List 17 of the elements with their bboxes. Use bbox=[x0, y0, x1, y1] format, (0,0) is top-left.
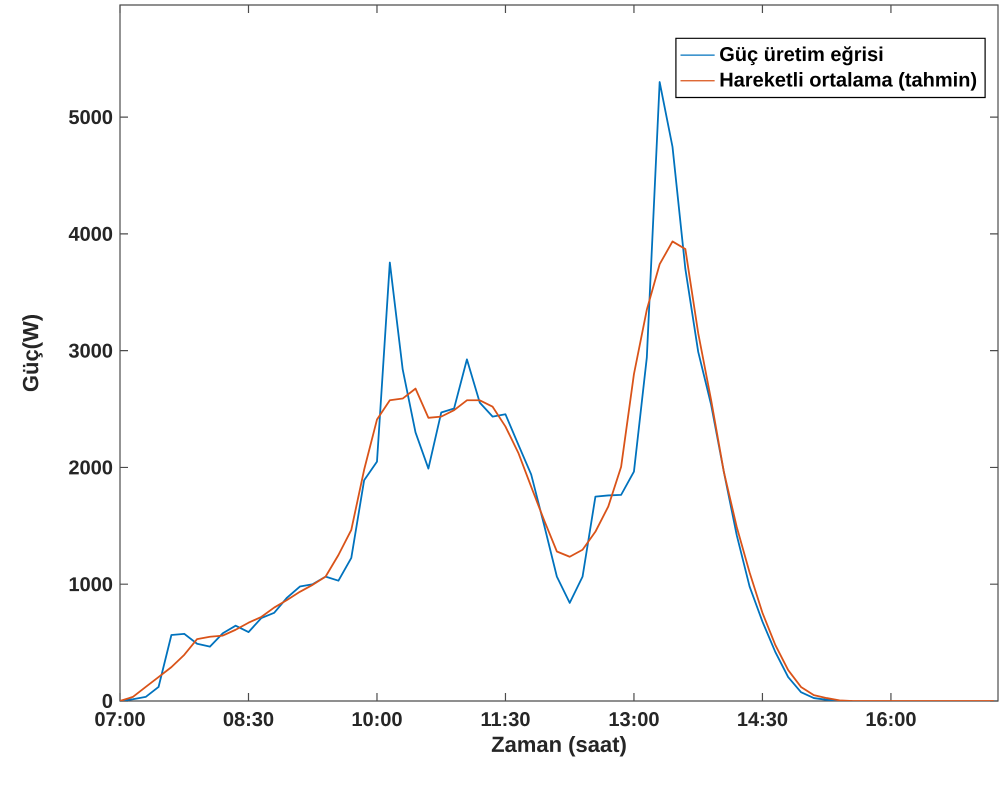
y-tick-label: 2000 bbox=[69, 460, 112, 475]
x-tick-label: 08:30 bbox=[224, 712, 274, 726]
x-tick-label: 07:00 bbox=[95, 712, 145, 726]
y-tick-label: 3000 bbox=[68, 344, 112, 358]
legend-label: Güç üretim eğrisi bbox=[720, 46, 882, 66]
x-tick-label: 13:00 bbox=[610, 712, 659, 726]
y-tick-label: 5000 bbox=[69, 110, 112, 124]
y-tick-label: 4000 bbox=[68, 226, 112, 241]
y-axis-title: Güç(W) bbox=[22, 314, 43, 392]
y-tick-label: 0 bbox=[102, 694, 112, 708]
x-tick-label: 16:00 bbox=[866, 712, 916, 726]
y-tick-label: 1000 bbox=[70, 577, 112, 592]
x-tick-label: 10:00 bbox=[352, 712, 402, 726]
x-tick-label: 14:30 bbox=[738, 712, 788, 726]
x-axis-title: Zaman (saat) bbox=[492, 736, 626, 756]
x-tick-label: 11:30 bbox=[482, 712, 530, 726]
legend-label: Hareketli ortalama (tahmin) bbox=[720, 72, 976, 91]
